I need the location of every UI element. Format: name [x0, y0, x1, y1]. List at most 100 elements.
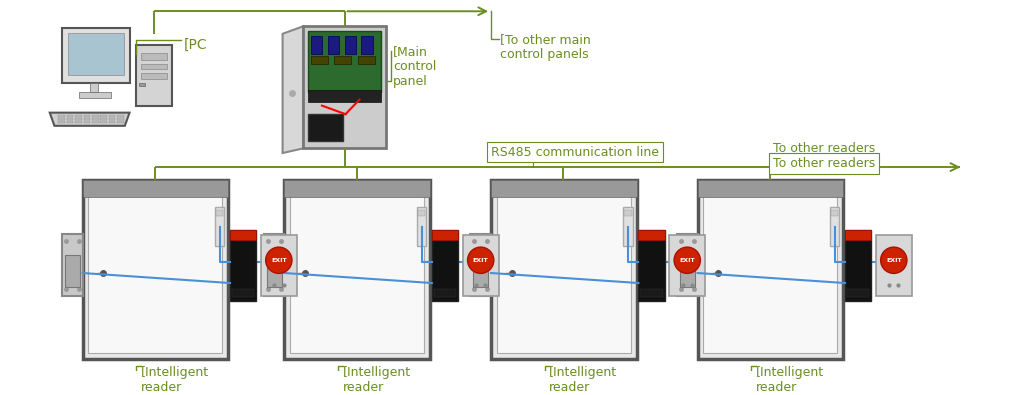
Text: To other readers: To other readers — [773, 142, 875, 155]
FancyBboxPatch shape — [491, 180, 636, 197]
FancyBboxPatch shape — [670, 235, 705, 296]
FancyBboxPatch shape — [638, 230, 665, 240]
FancyBboxPatch shape — [68, 33, 124, 75]
FancyBboxPatch shape — [58, 115, 65, 117]
FancyBboxPatch shape — [432, 230, 458, 301]
FancyBboxPatch shape — [75, 118, 82, 120]
Polygon shape — [283, 26, 303, 153]
FancyBboxPatch shape — [334, 56, 352, 64]
FancyBboxPatch shape — [308, 90, 381, 102]
FancyBboxPatch shape — [358, 56, 375, 64]
FancyBboxPatch shape — [698, 180, 843, 359]
Text: [Intelligent
reader: [Intelligent reader — [549, 366, 617, 394]
FancyBboxPatch shape — [261, 235, 297, 296]
Text: [PC: [PC — [184, 38, 208, 52]
FancyBboxPatch shape — [139, 83, 145, 87]
FancyBboxPatch shape — [496, 186, 631, 353]
FancyBboxPatch shape — [266, 255, 282, 287]
FancyBboxPatch shape — [62, 234, 83, 296]
FancyBboxPatch shape — [92, 118, 98, 120]
Circle shape — [265, 247, 292, 273]
FancyBboxPatch shape — [263, 234, 285, 296]
FancyBboxPatch shape — [845, 230, 871, 240]
FancyBboxPatch shape — [100, 118, 107, 120]
FancyBboxPatch shape — [108, 121, 115, 124]
FancyBboxPatch shape — [311, 56, 327, 64]
FancyBboxPatch shape — [108, 115, 115, 117]
Text: To other readers: To other readers — [773, 157, 875, 170]
Text: EXIT: EXIT — [271, 258, 287, 263]
FancyBboxPatch shape — [92, 121, 98, 124]
FancyBboxPatch shape — [638, 230, 665, 301]
FancyBboxPatch shape — [75, 115, 82, 117]
Text: [Intelligent
reader: [Intelligent reader — [756, 366, 824, 394]
Circle shape — [674, 247, 700, 273]
Polygon shape — [50, 113, 130, 126]
FancyBboxPatch shape — [83, 180, 228, 359]
FancyBboxPatch shape — [67, 121, 73, 124]
Text: [To other main
control panels: [To other main control panels — [500, 33, 592, 61]
FancyBboxPatch shape — [75, 121, 82, 124]
Circle shape — [468, 247, 493, 273]
FancyBboxPatch shape — [463, 235, 498, 296]
FancyBboxPatch shape — [308, 31, 381, 92]
FancyBboxPatch shape — [434, 290, 456, 297]
FancyBboxPatch shape — [362, 36, 373, 55]
FancyBboxPatch shape — [677, 234, 698, 296]
Text: EXIT: EXIT — [473, 258, 488, 263]
FancyBboxPatch shape — [230, 230, 256, 301]
FancyBboxPatch shape — [417, 210, 425, 216]
FancyBboxPatch shape — [88, 186, 223, 353]
FancyBboxPatch shape — [830, 207, 840, 246]
FancyBboxPatch shape — [640, 290, 663, 297]
FancyBboxPatch shape — [216, 210, 224, 216]
FancyBboxPatch shape — [100, 115, 107, 117]
FancyBboxPatch shape — [847, 290, 869, 297]
FancyBboxPatch shape — [698, 180, 843, 197]
FancyBboxPatch shape — [83, 118, 90, 120]
FancyBboxPatch shape — [308, 114, 342, 141]
FancyBboxPatch shape — [831, 210, 839, 216]
FancyBboxPatch shape — [491, 180, 636, 359]
Text: [Main
control
panel: [Main control panel — [393, 45, 437, 88]
FancyBboxPatch shape — [118, 121, 124, 124]
FancyBboxPatch shape — [623, 207, 633, 246]
FancyBboxPatch shape — [83, 180, 228, 197]
FancyBboxPatch shape — [108, 118, 115, 120]
FancyBboxPatch shape — [58, 118, 65, 120]
FancyBboxPatch shape — [90, 83, 97, 92]
FancyBboxPatch shape — [703, 186, 838, 353]
Text: [Intelligent
reader: [Intelligent reader — [342, 366, 411, 394]
FancyBboxPatch shape — [303, 26, 386, 149]
FancyBboxPatch shape — [290, 186, 424, 353]
Text: RS485 communication line: RS485 communication line — [491, 145, 659, 158]
FancyBboxPatch shape — [327, 36, 339, 55]
FancyBboxPatch shape — [876, 235, 912, 296]
FancyBboxPatch shape — [118, 118, 124, 120]
FancyBboxPatch shape — [311, 36, 322, 55]
FancyBboxPatch shape — [470, 234, 491, 296]
Text: EXIT: EXIT — [886, 258, 902, 263]
FancyBboxPatch shape — [83, 121, 90, 124]
FancyBboxPatch shape — [62, 28, 130, 83]
FancyBboxPatch shape — [215, 207, 224, 246]
Text: [Intelligent
reader: [Intelligent reader — [141, 366, 209, 394]
FancyBboxPatch shape — [67, 115, 73, 117]
FancyBboxPatch shape — [680, 255, 695, 287]
FancyBboxPatch shape — [92, 115, 98, 117]
Circle shape — [880, 247, 907, 273]
FancyBboxPatch shape — [416, 207, 426, 246]
FancyBboxPatch shape — [136, 45, 172, 106]
FancyBboxPatch shape — [232, 290, 254, 297]
FancyBboxPatch shape — [473, 255, 488, 287]
FancyBboxPatch shape — [344, 36, 356, 55]
FancyBboxPatch shape — [141, 53, 167, 60]
FancyBboxPatch shape — [285, 180, 430, 359]
FancyBboxPatch shape — [230, 230, 256, 240]
FancyBboxPatch shape — [141, 64, 167, 70]
FancyBboxPatch shape — [624, 210, 632, 216]
FancyBboxPatch shape — [67, 118, 73, 120]
FancyBboxPatch shape — [285, 180, 430, 197]
Text: EXIT: EXIT — [680, 258, 695, 263]
FancyBboxPatch shape — [65, 255, 80, 287]
